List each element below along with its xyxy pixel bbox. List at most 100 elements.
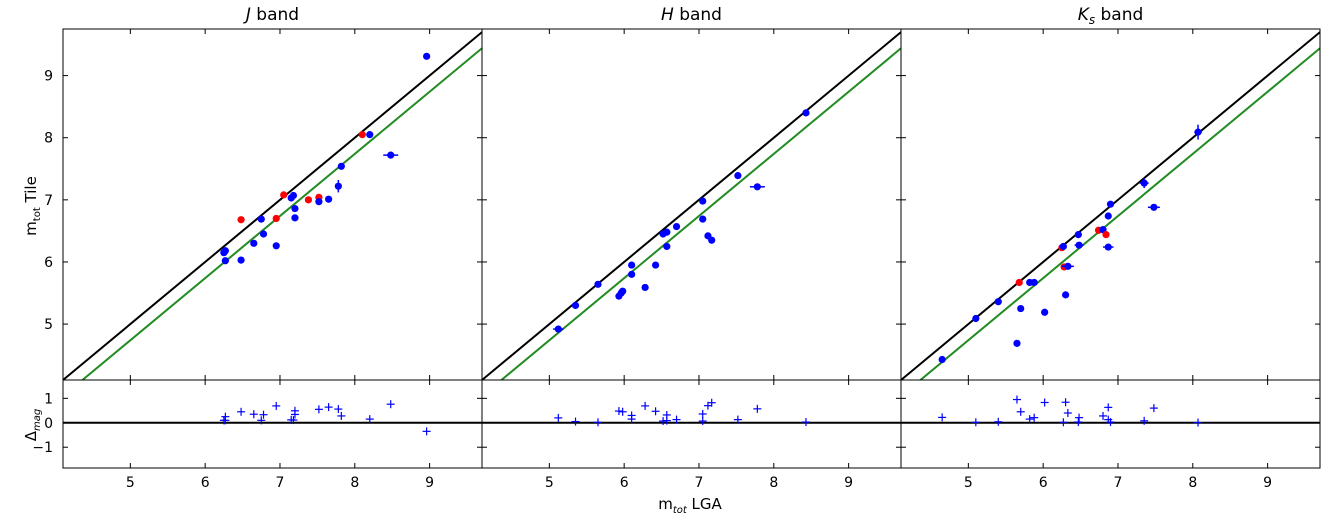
panel-title-suffix: band — [674, 5, 722, 25]
data-point — [259, 230, 268, 238]
data-point — [291, 204, 299, 213]
data-point — [619, 287, 627, 295]
residual-point — [994, 417, 1003, 426]
residual-point — [272, 401, 281, 410]
data-point — [734, 172, 742, 180]
residual-point — [237, 407, 246, 416]
data-point — [358, 131, 366, 139]
residual-point — [627, 411, 636, 420]
residual-point — [707, 398, 716, 407]
residual-point — [554, 413, 563, 422]
data-point — [221, 257, 229, 265]
panel-title-symbol: J — [243, 5, 251, 25]
panel-title-suffix: band — [251, 5, 299, 25]
residual-point — [801, 418, 810, 427]
data-point — [272, 242, 280, 250]
identity-line — [63, 31, 482, 380]
y-axis-label-tail: Tile — [22, 176, 40, 207]
residual-point — [1149, 404, 1158, 413]
panel-1: J band 5 6 7 8 9 5 6 7 8 9 −1 0 1 — [32, 5, 483, 491]
data-point — [938, 355, 946, 364]
residual-point — [1075, 413, 1084, 422]
panel-title: Ks band — [1078, 5, 1144, 27]
data-point — [1041, 308, 1049, 316]
residual-point — [1040, 398, 1049, 407]
x-tick-label: 7 — [276, 475, 285, 491]
residual-point — [1012, 395, 1021, 404]
resid-y-axis-label-sub: mag — [32, 409, 43, 431]
x-tick-label: 9 — [844, 475, 853, 491]
data-point — [1059, 242, 1067, 251]
data-point — [325, 195, 333, 203]
residual-point — [290, 406, 299, 415]
data-point — [1013, 339, 1021, 347]
data-point — [337, 162, 345, 170]
residual-point — [221, 412, 230, 421]
panel-title-symbol: H — [661, 5, 674, 25]
residual-point — [1074, 418, 1083, 427]
data-point — [699, 215, 707, 223]
data-point — [1104, 212, 1112, 220]
residual-point — [1025, 415, 1034, 424]
panel-title: H band — [661, 5, 722, 25]
panel-2: H band 5 6 7 8 9 — [481, 5, 902, 491]
data-point — [289, 191, 298, 200]
residual-point — [651, 407, 660, 416]
data-point — [994, 298, 1002, 306]
identity-line — [482, 31, 901, 380]
residual-point — [365, 415, 374, 424]
residual-point — [324, 403, 333, 412]
data-point — [1064, 262, 1072, 270]
data-point — [257, 215, 265, 223]
resid-frame — [481, 379, 902, 469]
resid-frame — [62, 379, 483, 469]
data-point — [221, 247, 229, 255]
residual-point — [259, 410, 268, 419]
data-point — [972, 314, 980, 323]
resid-plot-area — [482, 398, 901, 427]
data-point — [753, 183, 761, 191]
resid-plot-area — [901, 395, 1320, 427]
y-tick-label: 8 — [44, 131, 53, 147]
main-plot-area — [901, 31, 1320, 380]
data-point — [1140, 179, 1148, 187]
resid-y-tick-label: 1 — [44, 391, 53, 407]
y-tick-label: 6 — [44, 255, 53, 271]
data-point — [663, 242, 671, 251]
residual-point — [698, 409, 707, 418]
panel-title-sub: s — [1089, 13, 1095, 27]
y-tick-label: 7 — [44, 193, 53, 209]
data-point — [594, 280, 602, 288]
data-point — [291, 214, 299, 222]
data-point — [1015, 278, 1023, 287]
y-tick-label: 5 — [44, 317, 53, 333]
offset-line — [80, 47, 482, 380]
residual-point — [733, 415, 742, 424]
data-point — [1106, 200, 1115, 208]
residual-point — [672, 415, 681, 424]
data-point — [237, 256, 245, 264]
x-tick-label: 5 — [126, 475, 135, 491]
data-point — [1104, 243, 1112, 251]
residual-point — [1016, 407, 1025, 416]
x-tick-label: 9 — [425, 475, 434, 491]
x-tick-label: 8 — [1188, 475, 1197, 491]
residual-point — [618, 407, 627, 416]
residual-point — [314, 405, 323, 414]
panel-title-suffix: band — [1095, 5, 1143, 25]
x-tick-label: 7 — [695, 475, 704, 491]
residual-point — [1106, 418, 1115, 427]
data-point — [1017, 304, 1025, 313]
data-point — [423, 52, 431, 60]
residual-point — [1059, 418, 1068, 427]
data-point — [554, 325, 562, 333]
x-tick-label: 6 — [1039, 475, 1048, 491]
resid-y-axis-label: Δmag — [22, 409, 43, 441]
data-point — [1075, 241, 1083, 249]
panel-3: Ks band 5 6 7 8 9 — [900, 5, 1321, 491]
main-plot-area — [63, 31, 482, 380]
offset-line — [499, 47, 901, 380]
data-point — [1102, 231, 1110, 239]
x-axis-label: mtot LGA — [658, 495, 722, 516]
residual-point — [289, 416, 298, 425]
